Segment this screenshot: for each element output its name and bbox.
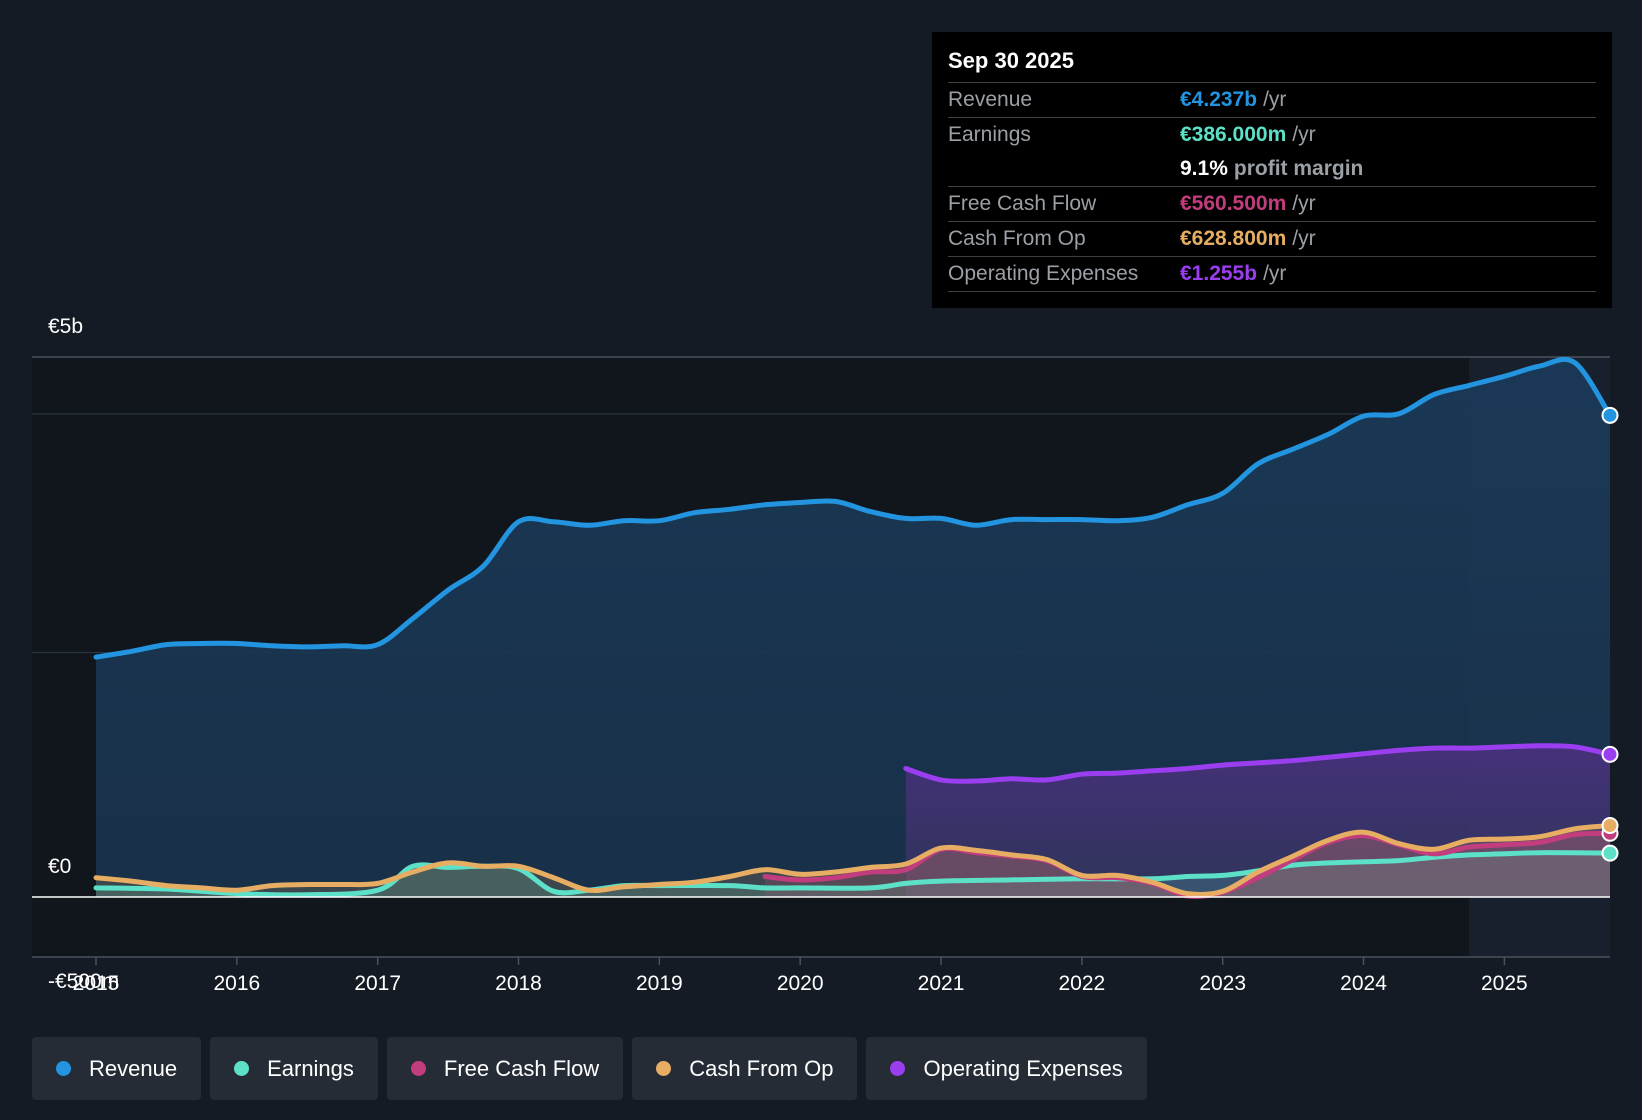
legend-label: Cash From Op [689, 1055, 834, 1081]
legend: Revenue Earnings Free Cash Flow Cash Fro… [32, 1037, 1156, 1100]
tooltip-date: Sep 30 2025 [948, 48, 1074, 73]
tooltip-row-earnings: Earnings €386.000m /yr [948, 117, 1596, 152]
legend-dot-icon [56, 1061, 71, 1076]
operating-expenses-end-marker [1601, 745, 1619, 763]
legend-dot-icon [890, 1061, 906, 1076]
x-tick-label: 2018 [495, 972, 542, 995]
x-tick-label: 2016 [213, 972, 260, 995]
tooltip-unit: /yr [1263, 88, 1287, 111]
tooltip-panel: Sep 30 2025 Revenue €4.237b /yr Earnings… [932, 32, 1612, 308]
tooltip-row-free-cash-flow: Free Cash Flow €560.500m /yr [948, 186, 1596, 221]
tooltip-row-cash-from-op: Cash From Op €628.800m /yr [948, 221, 1596, 256]
x-tick-label: 2022 [1059, 972, 1106, 995]
x-tick-label: 2021 [918, 972, 965, 995]
legend-dot-icon [234, 1061, 250, 1076]
x-tick-label: 2019 [636, 972, 683, 995]
y-tick-label: €5b [48, 315, 83, 338]
tooltip-label: Cash From Op [948, 227, 1086, 250]
x-tick-label: 2023 [1199, 972, 1246, 995]
cash-from-op-end-marker [1601, 817, 1619, 835]
x-tick-label: 2017 [354, 972, 401, 995]
tooltip-value: €628.800m [1180, 227, 1287, 250]
y-axis-labels: €5b €0 -€500m [48, 315, 119, 993]
y-tick-label: -€500m [48, 970, 119, 993]
tooltip-value: €1.255b [1180, 262, 1258, 285]
tooltip-value: €4.237b [1180, 88, 1258, 111]
x-axis-labels: 2015 2016 2017 2018 2019 2020 2021 2022 2023 2024… [73, 957, 1528, 995]
legend-item-free-cash-flow[interactable]: Free Cash Flow [386, 1037, 624, 1100]
legend-item-cash-from-op[interactable]: Cash From Op [632, 1037, 858, 1100]
legend-label: Earnings [267, 1055, 354, 1081]
tooltip-row-revenue: Revenue €4.237b /yr [948, 82, 1596, 117]
tooltip-row-operating-expenses: Operating Expenses €1.255b /yr [948, 256, 1596, 292]
legend-dot-icon [410, 1061, 426, 1076]
operating-expenses-line [903, 743, 1613, 784]
tooltip-unit: /yr [1263, 262, 1287, 285]
tooltip-unit: profit margin [1233, 157, 1364, 180]
legend-item-operating-expenses[interactable]: Operating Expenses [866, 1037, 1147, 1100]
legend-label: Operating Expenses [923, 1055, 1123, 1081]
x-tick-label: 2020 [777, 972, 824, 995]
legend-dot-icon [656, 1061, 672, 1076]
tooltip-unit: /yr [1292, 227, 1316, 250]
tooltip-label: Free Cash Flow [948, 192, 1097, 215]
tooltip-value: €560.500m [1180, 192, 1287, 215]
end-markers [1601, 406, 1619, 862]
cash-from-op-line [93, 823, 1613, 897]
revenue-end-marker [1601, 406, 1619, 424]
tooltip-unit: /yr [1292, 192, 1316, 215]
earnings-end-marker [1601, 844, 1619, 862]
cash-from-op-area [96, 825, 1610, 897]
legend-item-earnings[interactable]: Earnings [210, 1037, 378, 1100]
x-tick-label: 2015 [73, 972, 120, 995]
legend-label: Revenue [89, 1055, 178, 1081]
tooltip-label: Operating Expenses [948, 262, 1139, 285]
legend-item-revenue[interactable]: Revenue [32, 1037, 202, 1100]
x-tick-label: 2024 [1340, 972, 1387, 995]
earnings-line [93, 850, 1613, 898]
tooltip-unit: /yr [1292, 123, 1316, 146]
legend-label: Free Cash Flow [443, 1055, 600, 1081]
tooltip-value: 9.1% [1180, 157, 1228, 180]
series-lines [32, 356, 1613, 899]
revenue-line [93, 356, 1613, 660]
tooltip-label: Earnings [948, 123, 1031, 146]
tooltip-row-profit-margin: 9.1% profit margin [948, 152, 1596, 186]
tooltip-label: Revenue [948, 88, 1033, 111]
tooltip-value: €386.000m [1180, 123, 1287, 146]
x-tick-label: 2025 [1481, 972, 1528, 995]
y-tick-label: €0 [48, 855, 71, 878]
